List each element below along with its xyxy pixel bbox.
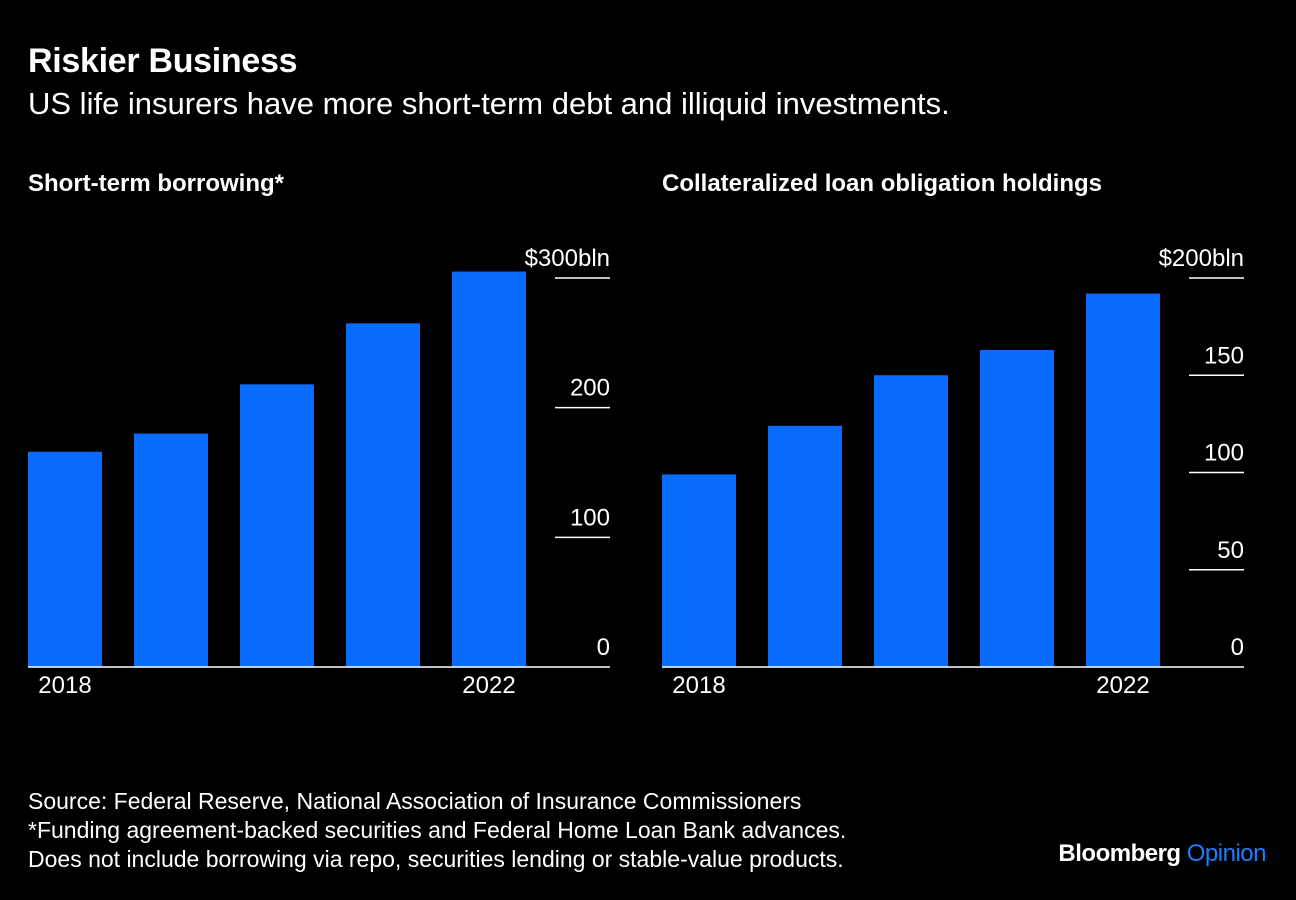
y-tick-label: 100	[1204, 440, 1244, 467]
y-tick-label: 0	[597, 634, 610, 661]
bar-2019	[768, 425, 842, 667]
x-tick-label: 2018	[38, 672, 91, 699]
chart-title-short-term-borrowing: Short-term borrowing*	[28, 170, 284, 197]
y-tick-label: 0	[1231, 634, 1244, 661]
y-tick-label: 100	[570, 504, 610, 531]
chart-title-clo-holdings: Collateralized loan obligation holdings	[662, 170, 1103, 197]
page-subtitle: US life insurers have more short-term de…	[28, 86, 950, 121]
bar-2021	[346, 323, 420, 667]
bloomberg-opinion-logo: Bloomberg Opinion	[1058, 840, 1266, 868]
page-title: Riskier Business	[28, 42, 298, 80]
short-term-borrowing-chart: 0 100 200 $300bln 2018 2022	[28, 245, 610, 699]
x-tick-label: 2022	[462, 672, 515, 699]
x-tick-label: 2018	[672, 672, 725, 699]
bar-2020	[240, 384, 314, 667]
footnote-exclusions: Does not include borrowing via repo, sec…	[28, 846, 844, 872]
y-tick-label: $200bln	[1159, 245, 1244, 272]
bar-2018	[28, 451, 102, 667]
bar-2022	[1086, 293, 1160, 667]
y-tick-label: 150	[1204, 342, 1244, 369]
clo-holdings-chart: 0 50 100 150 $200bln 2018 2022	[662, 245, 1244, 699]
footnote-asterisk: *Funding agreement-backed securities and…	[28, 817, 847, 843]
bar-2021	[980, 349, 1054, 667]
y-tick-label: 50	[1217, 537, 1244, 564]
source-note: Source: Federal Reserve, National Associ…	[28, 788, 802, 814]
bar-2019	[134, 433, 208, 667]
y-tick-label: 200	[570, 375, 610, 402]
bar-2020	[874, 375, 948, 667]
brand-primary: Bloomberg	[1058, 840, 1181, 867]
x-tick-label: 2022	[1096, 672, 1149, 699]
brand-secondary: Opinion	[1186, 840, 1267, 867]
bar-2018	[662, 474, 736, 667]
bar-2022	[452, 271, 526, 667]
y-tick-label: $300bln	[525, 245, 610, 272]
